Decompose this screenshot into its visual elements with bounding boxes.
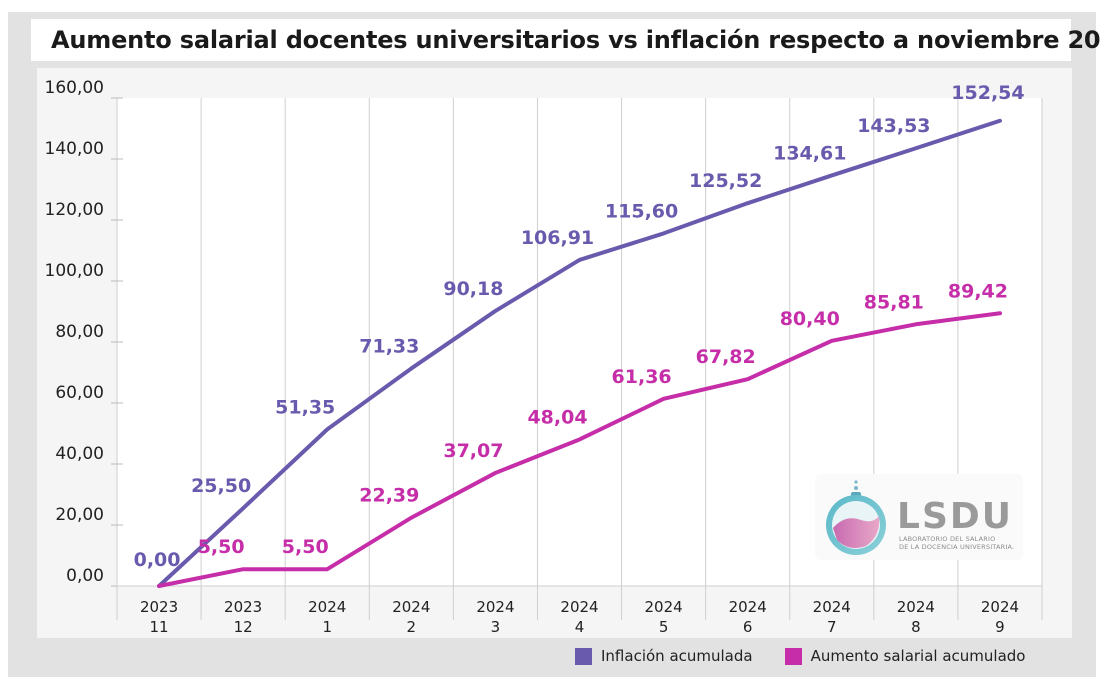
- series-line-inflacion: [157, 118, 1002, 588]
- data-label-inflacion: 25,50: [191, 475, 251, 497]
- data-label-aumento: 80,40: [780, 308, 840, 330]
- data-label-inflacion: 125,52: [689, 170, 762, 192]
- data-label-inflacion: 51,35: [275, 396, 335, 418]
- y-tick-label: 160,00: [45, 78, 104, 98]
- y-tick-label: 0,00: [66, 566, 104, 586]
- x-tick-label-month: 3: [491, 618, 501, 636]
- legend-item-inflacion: Inflación acumulada: [575, 647, 753, 665]
- data-label-inflacion: 134,61: [773, 142, 846, 164]
- data-label-inflacion: 0,00: [134, 549, 181, 571]
- y-tick-label: 80,00: [55, 322, 104, 342]
- logo-subtitle: LABORATORIO DEL SALARIO DE LA DOCENCIA U…: [899, 535, 1014, 551]
- x-tick-label-month: 7: [827, 618, 837, 636]
- x-tick-label-month: 8: [911, 618, 921, 636]
- legend-item-aumento: Aumento salarial acumulado: [784, 647, 1026, 665]
- data-label-inflacion: 106,91: [521, 227, 594, 249]
- legend-swatch: [575, 647, 592, 665]
- data-label-inflacion: 152,54: [951, 82, 1024, 104]
- x-tick-label-year: 2024: [897, 598, 935, 616]
- data-label-aumento: 89,42: [948, 280, 1008, 302]
- x-tick-label-month: 2: [407, 618, 417, 636]
- y-tick-label: 60,00: [55, 383, 104, 403]
- data-label-inflacion: 115,60: [605, 200, 678, 222]
- legend-label: Aumento salarial acumulado: [810, 647, 1026, 665]
- y-tick-label: 120,00: [45, 200, 104, 220]
- x-tick-label-year: 2024: [476, 598, 514, 616]
- x-tick-label-month: 1: [322, 618, 332, 636]
- x-tick-label-month: 5: [659, 618, 669, 636]
- x-tick-label-month: 6: [743, 618, 753, 636]
- y-tick-label: 20,00: [55, 505, 104, 525]
- y-tick-label: 140,00: [45, 139, 104, 159]
- data-label-inflacion: 90,18: [443, 278, 503, 300]
- flask-icon: [826, 480, 886, 555]
- x-tick-label-year: 2024: [981, 598, 1019, 616]
- logo-wordmark: LSDU: [897, 496, 1013, 537]
- data-label-aumento: 61,36: [612, 366, 672, 388]
- x-tick-label-month: 4: [575, 618, 585, 636]
- legend: Inflación acumulada Aumento salarial acum…: [575, 645, 1057, 667]
- x-tick-label-year: 2024: [813, 598, 851, 616]
- logo-subtitle-line1: LABORATORIO DEL SALARIO: [899, 535, 996, 543]
- x-tick-label-year: 2023: [224, 598, 262, 616]
- data-label-aumento: 5,50: [198, 536, 245, 558]
- legend-label: Inflación acumulada: [601, 647, 753, 665]
- x-tick-label-year: 2024: [308, 598, 346, 616]
- x-tick-label-month: 12: [234, 618, 253, 636]
- x-tick-label-year: 2024: [560, 598, 598, 616]
- x-tick-label-year: 2024: [729, 598, 767, 616]
- logo-subtitle-line2: DE LA DOCENCIA UNIVERSITARIA.: [899, 543, 1015, 551]
- data-label-aumento: 85,81: [864, 291, 924, 313]
- chart-title: Aumento salarial docentes universitarios…: [51, 26, 1100, 54]
- x-tick-label-year: 2024: [644, 598, 682, 616]
- data-label-aumento: 67,82: [696, 346, 756, 368]
- x-tick-label-year: 2024: [392, 598, 430, 616]
- lsdu-logo: LSDU LABORATORIO DEL SALARIO DE LA DOCEN…: [815, 474, 1023, 560]
- x-tick-label-month: 9: [995, 618, 1005, 636]
- x-tick-label-year: 2023: [140, 598, 178, 616]
- x-tick-label-month: 11: [149, 618, 168, 636]
- legend-swatch: [784, 647, 802, 665]
- data-label-aumento: 22,39: [359, 485, 419, 507]
- data-label-aumento: 37,07: [443, 440, 503, 462]
- series-line-aumento: [157, 311, 1002, 588]
- data-label-aumento: 48,04: [527, 406, 587, 428]
- title-box: Aumento salarial docentes universitarios…: [31, 19, 1100, 61]
- data-label-inflacion: 71,33: [359, 335, 419, 357]
- data-label-aumento: 5,50: [282, 536, 329, 558]
- data-label-inflacion: 143,53: [857, 115, 930, 137]
- y-tick-label: 40,00: [55, 444, 104, 464]
- y-tick-label: 100,00: [45, 261, 104, 281]
